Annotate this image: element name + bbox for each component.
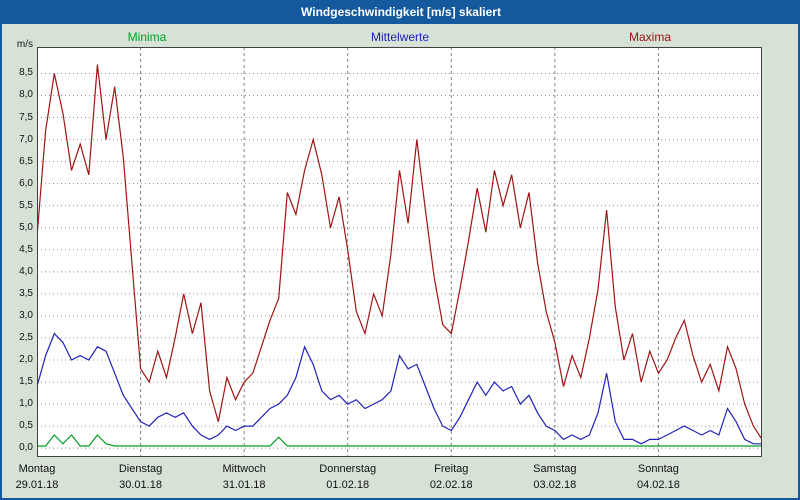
y-tick-label: 2,0 (19, 354, 33, 365)
y-tick-label: 0,0 (19, 442, 33, 454)
x-axis-day-date: 04.02.18 (637, 479, 680, 491)
x-axis-day-date: 02.02.18 (429, 479, 473, 491)
x-axis-day-name: Freitag (434, 463, 469, 475)
series-maxima (37, 64, 762, 440)
y-tick-label: 4,0 (19, 265, 33, 277)
y-tick-label: 1,5 (19, 376, 33, 388)
series-minima (37, 434, 762, 447)
legend-mittelwerte: Mittelwerte (370, 30, 429, 44)
legend-minima: Minima (127, 30, 167, 44)
wind-speed-plot (37, 47, 762, 457)
x-axis-day-name: Mittwoch (222, 463, 266, 475)
x-axis-day-date: 31.01.18 (222, 479, 266, 491)
y-axis-unit-label: m/s (16, 39, 33, 50)
y-tick-label: 4,5 (19, 243, 33, 255)
y-tick-label: 7,5 (19, 111, 33, 123)
y-tick-label: 0,5 (19, 420, 33, 432)
y-tick-label: 8,5 (19, 67, 33, 79)
legend-maxima: Maxima (628, 30, 671, 44)
y-tick-label: 6,0 (19, 177, 33, 189)
y-tick-label: 8,0 (19, 89, 33, 101)
y-tick-label: 2,5 (19, 331, 33, 343)
x-axis-day-name: Dienstag (118, 463, 163, 475)
y-tick-label: 3,0 (19, 309, 33, 321)
x-axis-day-name: Montag (18, 463, 56, 475)
x-axis-day-date: 01.02.18 (326, 479, 370, 491)
y-tick-label: 7,0 (19, 133, 33, 145)
x-axis-day-name: Donnerstag (319, 463, 377, 475)
series-mittelwerte (37, 332, 762, 445)
x-axis-day-date: 03.02.18 (533, 479, 577, 491)
x-axis-day-date: 29.01.18 (15, 479, 59, 491)
title-bar: Windgeschwindigkeit [m/s] skaliert (2, 2, 798, 24)
x-axis-day-name: Sonntag (637, 463, 679, 475)
x-axis-day-date: 30.01.18 (119, 479, 162, 491)
y-tick-label: 5,5 (19, 199, 33, 211)
y-tick-label: 5,0 (19, 221, 33, 233)
page-title: Windgeschwindigkeit [m/s] skaliert (301, 5, 501, 19)
y-tick-label: 3,5 (19, 287, 33, 299)
x-axis-day-name: Samstag (533, 463, 577, 475)
y-tick-label: 6,5 (19, 155, 33, 167)
y-tick-label: 1,0 (19, 398, 33, 410)
